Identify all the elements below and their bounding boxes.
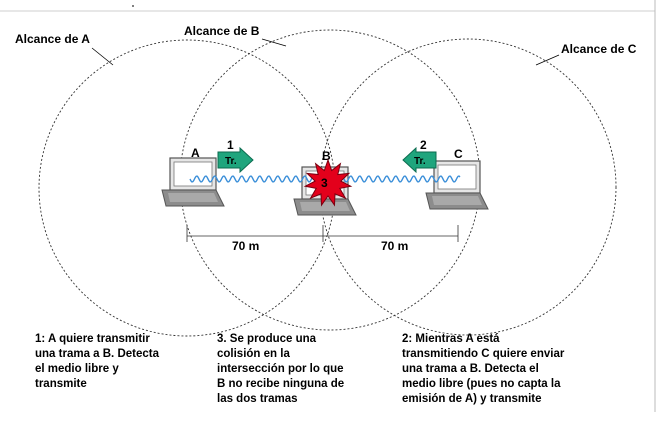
frame-label-right: Tr.: [414, 156, 426, 167]
frame-label-left: Tr.: [225, 156, 237, 167]
range-pointer-c: [535, 54, 560, 66]
frame-step-2: 2: [420, 138, 427, 152]
caption-step-2: 2: Mientras A está transmitiendo C quier…: [402, 333, 565, 405]
range-pointer-b: [261, 38, 287, 47]
range-label-a: Alcance de A: [15, 32, 90, 46]
collision-burst-icon: [303, 158, 353, 207]
node-label-b: B: [322, 149, 331, 163]
range-label-b: Alcance de B: [184, 24, 260, 38]
range-pointer-a: [91, 47, 114, 66]
frame-step-1: 1: [227, 138, 234, 152]
node-label-a: A: [191, 146, 200, 160]
range-label-c: Alcance de C: [561, 42, 637, 56]
node-label-c: C: [454, 147, 463, 161]
distance-a-b: 70 m: [232, 239, 259, 253]
wave-a-to-b: [189, 175, 316, 183]
wave-c-to-b: [334, 175, 461, 183]
frame-arrow-right-icon: Tr.: [217, 146, 254, 174]
collision-step-3: 3: [321, 176, 328, 190]
distance-dimension-line: [186, 225, 459, 242]
distance-b-c: 70 m: [381, 239, 408, 253]
frame-arrow-left-icon: Tr.: [402, 146, 437, 174]
caption-step-1: 1: A quiere transmitir una trama a B. De…: [35, 333, 159, 390]
caption-step-3: 3. Se produce una colisión en la interse…: [217, 333, 345, 405]
